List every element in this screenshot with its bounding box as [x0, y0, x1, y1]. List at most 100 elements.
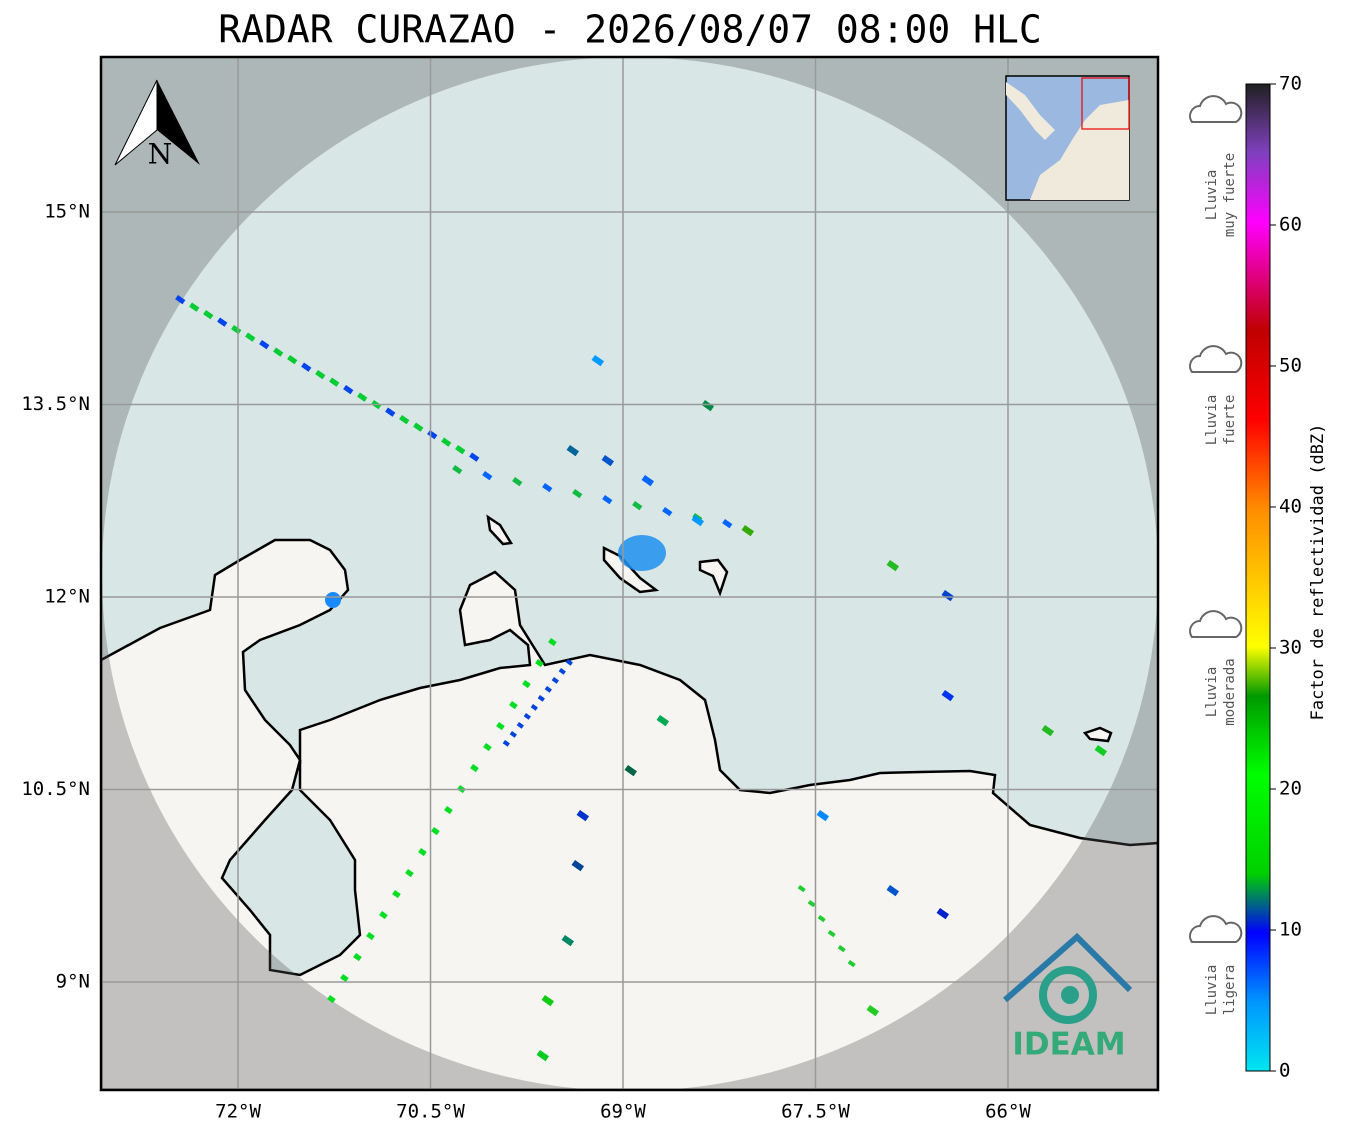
lon-tick-label: 66°W	[985, 1101, 1031, 1123]
echo	[572, 489, 583, 499]
echo	[1094, 745, 1108, 757]
echo	[366, 931, 375, 941]
echo	[385, 407, 396, 417]
colorbar-tick-label: 40	[1279, 496, 1302, 518]
echo	[405, 869, 414, 878]
echo	[203, 310, 214, 320]
echo	[847, 959, 856, 968]
legend-text: muy fuerte	[1222, 153, 1238, 237]
echo	[502, 739, 510, 747]
echo	[618, 535, 666, 571]
echo	[542, 483, 553, 493]
echo	[558, 668, 566, 675]
echo	[886, 885, 900, 897]
colorbar-label: Factor de reflectividad (dBZ)	[1308, 424, 1328, 721]
echo	[541, 995, 555, 1007]
echo	[441, 437, 452, 447]
echo	[551, 676, 559, 684]
echo	[315, 370, 326, 380]
islands	[486, 514, 1113, 743]
echo	[536, 1050, 550, 1062]
colorbar-tick-label: 10	[1279, 919, 1302, 941]
echo	[470, 764, 479, 773]
echo	[537, 695, 545, 702]
echo	[866, 1005, 880, 1017]
echo	[523, 713, 531, 720]
echo	[602, 495, 613, 505]
echo	[530, 704, 538, 711]
echo	[418, 847, 427, 857]
colorbar-tick-label: 60	[1279, 214, 1302, 236]
echoes	[175, 295, 1108, 1062]
echo	[273, 347, 284, 357]
echo	[259, 340, 270, 350]
echo	[427, 430, 438, 440]
legend-text: Lluvia	[1204, 170, 1220, 221]
echo	[941, 590, 955, 602]
echo	[379, 911, 388, 920]
echo	[548, 637, 557, 647]
title: RADAR CURAZAO - 2026/08/07 08:00 HLC	[218, 8, 1042, 52]
rain-icon	[1189, 345, 1243, 373]
echo	[691, 515, 705, 527]
echo	[217, 317, 228, 327]
echo	[741, 525, 755, 537]
echo	[565, 658, 573, 666]
lat-tick-label: 12°N	[44, 586, 90, 608]
lon-tick-label: 70.5°W	[396, 1101, 465, 1123]
echo	[353, 952, 362, 962]
colorbar-tick-label: 30	[1279, 637, 1302, 659]
echo	[245, 332, 256, 342]
echo	[535, 659, 544, 668]
map-frame	[99, 55, 1160, 1092]
echo	[561, 935, 575, 947]
echo	[807, 900, 816, 908]
echo	[816, 809, 830, 822]
echo	[722, 519, 733, 529]
colorbar	[1245, 83, 1271, 1072]
lon-tick-label: 67.5°W	[781, 1101, 850, 1123]
echo	[482, 471, 493, 481]
echo	[516, 721, 524, 729]
lat-tick-label: 9°N	[56, 970, 90, 992]
echo	[886, 560, 900, 572]
inset-map	[1005, 75, 1130, 201]
echo	[701, 400, 715, 412]
echo	[632, 501, 643, 511]
logo-text: IDEAM	[1012, 1027, 1125, 1063]
echo	[1041, 725, 1055, 737]
echo	[641, 475, 655, 487]
echo	[624, 765, 638, 777]
echo	[329, 377, 340, 387]
echo	[662, 507, 673, 517]
echo	[343, 385, 354, 395]
legend-text: fuerte	[1222, 395, 1238, 446]
rain-icon	[1189, 915, 1243, 943]
echo	[325, 592, 341, 608]
echo	[287, 355, 298, 365]
echo	[327, 995, 336, 1004]
echo	[797, 885, 806, 893]
echo	[357, 392, 368, 402]
echo	[827, 930, 836, 938]
echo	[936, 908, 950, 920]
lat-tick-label: 13.5°N	[21, 393, 90, 415]
echo	[413, 422, 424, 432]
echo	[175, 295, 186, 305]
grid	[101, 57, 1158, 1090]
map: N IDEAM	[101, 57, 1158, 1090]
lon-tick-label: 72°W	[215, 1101, 261, 1123]
north-arrow: N	[114, 79, 200, 171]
echo	[941, 690, 955, 702]
echo	[455, 445, 466, 455]
legend-text: moderada	[1222, 658, 1238, 725]
legend-text: Lluvia	[1204, 395, 1220, 446]
colorbar-tick-label: 50	[1279, 355, 1302, 377]
echo	[571, 860, 585, 872]
lake-maracaibo	[220, 759, 362, 977]
echo	[817, 915, 826, 923]
legend-text: ligera	[1222, 965, 1238, 1016]
ideam-logo: IDEAM	[1003, 932, 1133, 1063]
